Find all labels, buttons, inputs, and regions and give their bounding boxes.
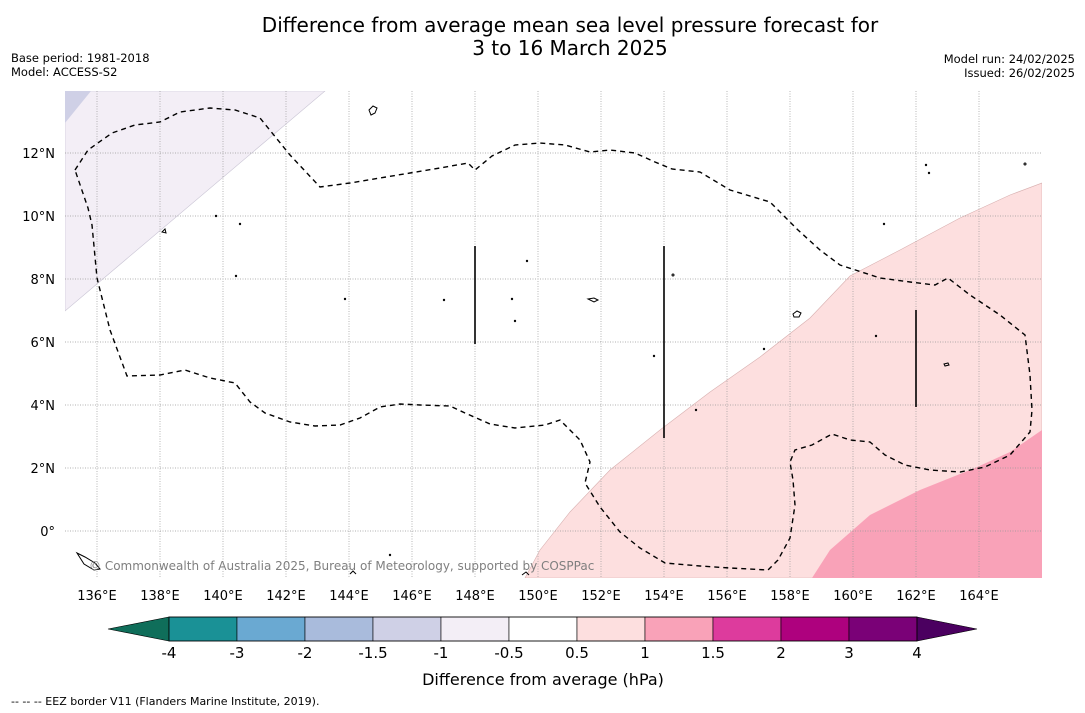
colorbar-tick: 3 <box>844 644 854 662</box>
colorbar-segment <box>304 616 374 642</box>
lon-label: 158°E <box>770 589 810 604</box>
map-title: Difference from average mean sea level p… <box>0 14 1085 60</box>
colorbar-segment <box>508 616 578 642</box>
lon-label: 156°E <box>707 589 747 604</box>
colorbar-tick: -4 <box>162 644 177 662</box>
grid-lines <box>65 91 1042 578</box>
model-run-date: Model run: 24/02/2025 <box>943 52 1075 66</box>
colorbar-segment <box>712 616 782 642</box>
lon-label: 148°E <box>455 589 495 604</box>
lon-label: 160°E <box>833 589 873 604</box>
latitude-labels: 12°N 10°N 8°N 6°N 4°N 2°N 0° <box>22 147 55 540</box>
lon-label: 154°E <box>644 589 684 604</box>
title-line-1: Difference from average mean sea level p… <box>261 13 879 37</box>
lon-label: 142°E <box>266 589 306 604</box>
lon-label: 136°E <box>77 589 117 604</box>
islands <box>75 105 1027 576</box>
colorbar-segment <box>576 616 646 642</box>
colorbar-high-extend <box>916 616 978 642</box>
colorbar-tick: -1 <box>434 644 449 662</box>
colorbar-segment <box>440 616 510 642</box>
run-info: Model run: 24/02/2025 Issued: 26/02/2025 <box>944 52 1075 80</box>
colorbar-ticks: -4 -3 -2 -1.5 -1 -0.5 0.5 1 1.5 2 3 4 <box>162 644 922 662</box>
lat-label: 2°N <box>31 462 56 477</box>
longitude-labels: 136°E 138°E 140°E 142°E 144°E 146°E 148°… <box>77 589 999 604</box>
positive-anomaly-medium-region <box>812 430 1042 578</box>
colorbar-segment <box>236 616 306 642</box>
lat-label: 10°N <box>22 210 55 225</box>
lon-label: 138°E <box>140 589 180 604</box>
lon-label: 152°E <box>581 589 621 604</box>
lon-label: 162°E <box>896 589 936 604</box>
lon-label: 144°E <box>329 589 369 604</box>
lat-label: 4°N <box>31 399 56 414</box>
colorbar-tick: -3 <box>230 644 245 662</box>
colorbar-segment <box>372 616 442 642</box>
colorbar-tick: 0.5 <box>565 644 589 662</box>
eez-border <box>74 107 1033 571</box>
model-name: Model: ACCESS-S2 <box>11 65 118 79</box>
colorbar-tick: -1.5 <box>358 644 387 662</box>
negative-anomaly-light-region <box>65 91 326 312</box>
model-info: Base period: 1981-2018 Model: ACCESS-S2 <box>11 51 150 79</box>
lon-label: 164°E <box>959 589 999 604</box>
colorbar: -4 -3 -2 -1.5 -1 -0.5 0.5 1 1.5 2 3 4 Di… <box>107 616 978 689</box>
colorbar-segment <box>780 616 850 642</box>
negative-anomaly-medium-region <box>65 91 91 123</box>
map-area: © Commonwealth of Australia 2025, Bureau… <box>65 91 1042 578</box>
issued-date: Issued: 26/02/2025 <box>964 66 1075 80</box>
colorbar-tick: 1 <box>640 644 650 662</box>
colorbar-segment <box>644 616 714 642</box>
colorbar-tick: -0.5 <box>494 644 523 662</box>
colorbar-segment <box>168 616 238 642</box>
colorbar-tick: 4 <box>912 644 922 662</box>
colorbar-segment <box>848 616 918 642</box>
lat-label: 8°N <box>31 273 56 288</box>
eez-footnote: -- -- -- EEZ border V11 (Flanders Marine… <box>11 695 320 708</box>
copyright-text: © Commonwealth of Australia 2025, Bureau… <box>89 559 594 573</box>
colorbar-tick: -2 <box>298 644 313 662</box>
title-line-2: 3 to 16 March 2025 <box>472 36 668 60</box>
lon-label: 140°E <box>203 589 243 604</box>
positive-anomaly-light-region <box>524 182 1042 578</box>
colorbar-label: Difference from average (hPa) <box>422 670 664 689</box>
lon-label: 146°E <box>392 589 432 604</box>
lon-label: 150°E <box>518 589 558 604</box>
lat-label: 12°N <box>22 147 55 162</box>
colorbar-tick: 2 <box>776 644 786 662</box>
lat-label: 6°N <box>31 336 56 351</box>
base-period: Base period: 1981-2018 <box>11 51 150 65</box>
island-group-markers <box>474 246 917 438</box>
colorbar-tick: 1.5 <box>701 644 725 662</box>
colorbar-segments <box>168 616 918 642</box>
lat-label: 0° <box>40 525 55 540</box>
colorbar-low-extend <box>107 616 170 642</box>
